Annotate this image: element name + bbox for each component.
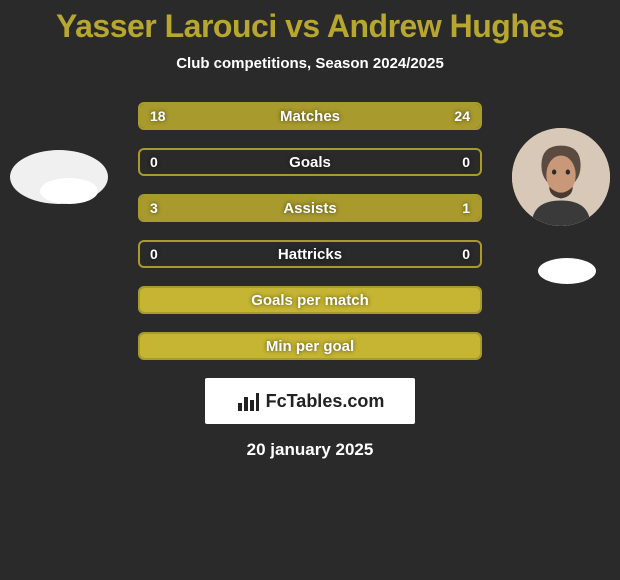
bar-chart-icon — [236, 389, 260, 413]
stat-row: Matches1824 — [138, 102, 482, 130]
stat-value-right: 0 — [462, 150, 470, 174]
stat-row: Hattricks0 0 — [138, 240, 482, 268]
brand-text: FcTables.com — [266, 391, 385, 412]
stat-label: Goals — [140, 150, 480, 174]
page-title: Yasser Larouci vs Andrew Hughes — [0, 8, 620, 45]
stat-value-left: 0 — [150, 150, 158, 174]
stat-bars: Matches1824Goals00Assists31Hattricks00Go… — [138, 102, 482, 360]
stat-row: Goals per match — [138, 286, 482, 314]
stat-fill-left — [140, 196, 385, 220]
stat-fill-left — [140, 104, 276, 128]
stat-value-left: 0 — [150, 242, 158, 266]
stat-fill-single — [140, 334, 480, 358]
stat-fill-single — [140, 288, 480, 312]
player-right-flag — [538, 258, 596, 284]
stat-fill-right — [385, 196, 480, 220]
comparison-infographic: Yasser Larouci vs Andrew Hughes Club com… — [0, 0, 620, 580]
stat-row: Min per goal — [138, 332, 482, 360]
stat-row: Assists31 — [138, 194, 482, 222]
brand-badge: FcTables.com — [205, 378, 415, 424]
page-subtitle: Club competitions, Season 2024/2025 — [0, 55, 620, 72]
person-icon — [512, 128, 610, 226]
player-right-avatar — [512, 128, 610, 226]
player-left-flag — [40, 178, 98, 204]
stat-value-right: 0 — [462, 242, 470, 266]
stat-label: Hattricks — [140, 242, 480, 266]
date-text: 20 january 2025 — [0, 440, 620, 460]
stat-row: Goals0 0 — [138, 148, 482, 176]
stat-fill-right — [276, 104, 480, 128]
